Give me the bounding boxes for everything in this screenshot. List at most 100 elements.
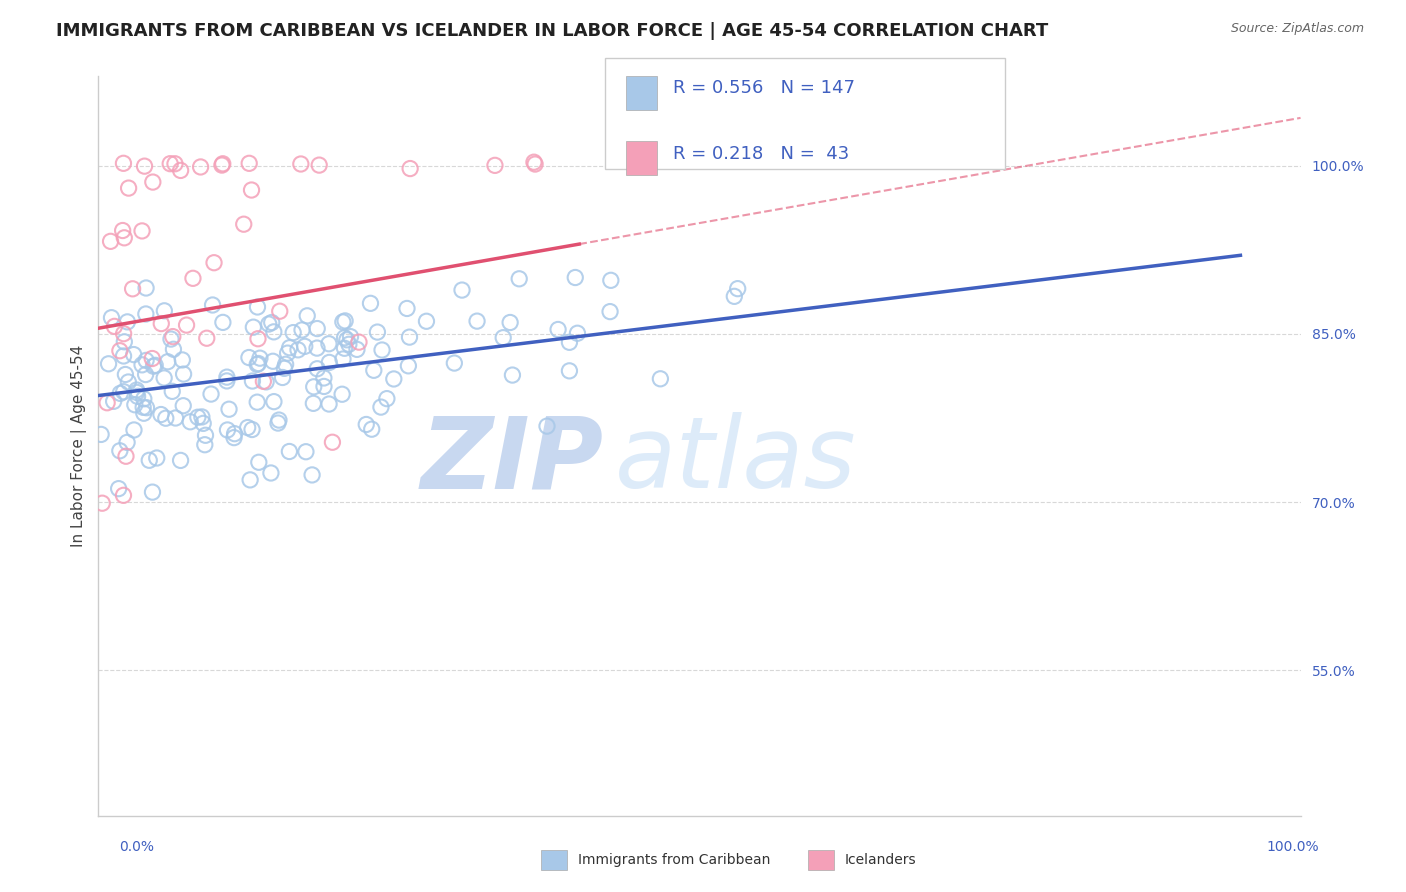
Point xyxy=(194,428,217,442)
Text: IMMIGRANTS FROM CARIBBEAN VS ICELANDER IN LABOR FORCE | AGE 45-54 CORRELATION CH: IMMIGRANTS FROM CARIBBEAN VS ICELANDER I… xyxy=(56,22,1049,40)
Point xyxy=(346,343,368,357)
Point xyxy=(336,333,359,347)
Point xyxy=(125,383,148,397)
Point xyxy=(103,394,125,409)
Point xyxy=(232,217,254,231)
Point xyxy=(312,371,335,385)
Point xyxy=(163,157,186,171)
Point xyxy=(318,355,340,369)
Point xyxy=(301,467,323,482)
Point xyxy=(132,392,155,406)
Point xyxy=(181,271,204,285)
Point xyxy=(308,158,330,172)
Point xyxy=(558,335,581,350)
Point xyxy=(107,482,129,496)
Point xyxy=(172,353,194,368)
Point xyxy=(173,367,195,381)
Point xyxy=(112,488,135,502)
Text: 0.0%: 0.0% xyxy=(120,840,155,855)
Point xyxy=(114,368,136,382)
Point xyxy=(112,326,135,341)
Point xyxy=(415,314,437,328)
Point xyxy=(249,351,271,366)
Point xyxy=(103,319,125,334)
Point xyxy=(242,374,264,388)
Point xyxy=(371,343,394,357)
Point xyxy=(212,315,235,329)
Point xyxy=(169,453,191,467)
Point xyxy=(375,392,398,406)
Point xyxy=(260,466,283,480)
Point xyxy=(337,337,360,351)
Point xyxy=(145,450,167,465)
Point xyxy=(112,156,135,170)
Point xyxy=(240,423,263,437)
Point xyxy=(247,357,270,371)
Point xyxy=(307,321,329,335)
Point xyxy=(122,348,145,362)
Point xyxy=(399,161,422,176)
Point xyxy=(190,160,212,174)
Point xyxy=(484,158,506,172)
Point xyxy=(339,329,361,343)
Point xyxy=(252,374,274,388)
Point xyxy=(187,410,209,425)
Point xyxy=(125,385,148,400)
Point xyxy=(492,331,515,345)
Point xyxy=(260,316,283,330)
Point xyxy=(246,332,269,346)
Point xyxy=(200,387,222,401)
Point xyxy=(176,318,198,332)
Point xyxy=(159,157,181,171)
Point xyxy=(224,426,246,441)
Point xyxy=(650,372,672,386)
Point xyxy=(195,331,218,345)
Point xyxy=(112,349,135,363)
Point xyxy=(112,384,135,399)
Point xyxy=(558,364,581,378)
Point xyxy=(257,317,280,331)
Point xyxy=(366,325,388,339)
Point xyxy=(97,357,120,371)
Point xyxy=(122,423,145,437)
Point xyxy=(127,389,149,403)
Point xyxy=(160,332,183,346)
Point xyxy=(91,496,114,510)
Point xyxy=(117,315,139,329)
Point xyxy=(291,323,314,337)
Point xyxy=(215,370,238,384)
Point xyxy=(242,320,264,334)
Point xyxy=(263,325,285,339)
Point xyxy=(727,282,749,296)
Point xyxy=(135,281,157,295)
Point xyxy=(302,380,325,394)
Point xyxy=(153,303,176,318)
Point xyxy=(150,317,173,331)
Point xyxy=(321,435,343,450)
Point xyxy=(278,341,301,355)
Point xyxy=(236,420,259,434)
Text: Icelanders: Icelanders xyxy=(845,853,917,867)
Point xyxy=(117,375,139,389)
Point xyxy=(287,343,309,357)
Point xyxy=(398,330,420,344)
Point xyxy=(201,298,224,312)
Point xyxy=(193,417,215,431)
Point xyxy=(278,444,301,458)
Point xyxy=(599,273,621,287)
Point xyxy=(135,307,157,321)
Point xyxy=(132,401,155,415)
Point xyxy=(124,398,146,412)
Point xyxy=(262,354,284,368)
Point xyxy=(169,163,191,178)
Point xyxy=(132,406,155,420)
Point xyxy=(536,419,558,434)
Point xyxy=(115,449,138,463)
Point xyxy=(547,322,569,336)
Point xyxy=(218,402,240,417)
Point xyxy=(162,343,184,357)
Point xyxy=(143,359,166,373)
Point xyxy=(523,155,546,169)
Point xyxy=(347,335,370,350)
Point xyxy=(564,270,586,285)
